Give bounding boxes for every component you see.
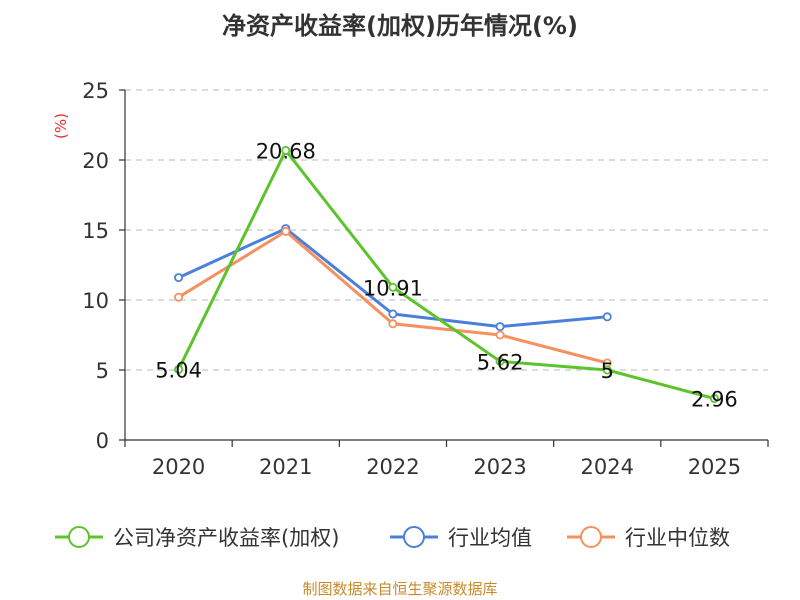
legend-label: 行业中位数 [625,526,730,550]
data-point [709,394,719,404]
data-point [495,322,505,332]
series-lines [177,148,715,401]
data-label: 5.62 [477,350,524,374]
legend-label: 公司净资产收益率(加权) [113,526,339,550]
data-point [174,273,184,283]
data-label: 20.68 [256,139,316,163]
source-watermark: 制图数据来自恒生聚源数据库 [302,580,498,598]
y-tick-label: 25 [82,79,109,103]
chart-title: 净资产收益率(加权)历年情况(%) [222,12,578,40]
data-point [281,145,291,155]
legend: 公司净资产收益率(加权) 行业均值 行业中位数 [55,526,730,550]
legend-marker [68,526,90,548]
x-tick-label: 2022 [366,455,419,479]
data-point [388,309,398,319]
data-point [174,364,184,374]
x-tick-label: 2025 [688,455,741,479]
data-point [281,226,291,236]
y-tick-label: 5 [96,359,109,383]
data-point [602,312,612,322]
data-point [495,330,505,340]
data-label: 5.04 [155,358,202,382]
x-tick-label: 2024 [581,455,634,479]
y-tick-label: 20 [82,149,109,173]
data-label: 2.96 [691,388,738,412]
y-tick-label: 10 [82,289,109,313]
data-point [388,319,398,329]
legend-marker [403,526,425,548]
x-tick-label: 2023 [473,455,526,479]
series-line [177,148,715,401]
x-tick-label: 2020 [152,455,205,479]
y-tick-label: 15 [82,219,109,243]
x-tick-label: 2021 [259,455,312,479]
data-point [174,292,184,302]
data-label: 10.91 [363,276,423,300]
data-point [495,356,505,366]
legend-label: 行业均值 [448,526,532,550]
data-label: 5 [601,359,614,383]
data-labels: 5.04 20.68 10.91 5.62 5 2.96 [155,139,738,411]
y-tick-label: 0 [96,429,109,453]
grid-lines [125,89,768,371]
legend-marker [580,526,602,548]
y-axis-unit-label: (%) [52,113,70,139]
series-points [174,145,719,404]
data-point [388,282,398,292]
data-point [602,365,612,375]
